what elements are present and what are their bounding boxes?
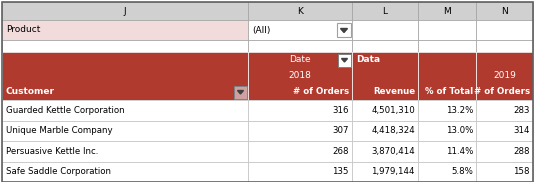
Text: Persuasive Kettle Inc.: Persuasive Kettle Inc. — [6, 147, 98, 156]
Bar — [248, 52, 352, 100]
Text: K: K — [297, 7, 303, 15]
Bar — [418, 20, 476, 40]
Bar — [352, 120, 418, 141]
Bar — [352, 2, 418, 20]
Text: 316: 316 — [332, 106, 349, 115]
Text: 13.2%: 13.2% — [446, 106, 473, 115]
Bar — [2, 100, 248, 120]
Bar — [476, 141, 533, 161]
Bar — [248, 20, 352, 40]
Text: 4,418,324: 4,418,324 — [371, 126, 415, 135]
Bar — [352, 161, 418, 182]
Bar — [418, 2, 476, 20]
Text: 135: 135 — [332, 167, 349, 176]
Text: 288: 288 — [514, 147, 530, 156]
Bar — [337, 23, 351, 37]
Text: 307: 307 — [332, 126, 349, 135]
Bar — [418, 52, 476, 100]
Polygon shape — [340, 29, 348, 33]
Text: 158: 158 — [514, 167, 530, 176]
Bar — [2, 20, 248, 40]
Text: # of Orders: # of Orders — [474, 88, 530, 96]
Bar — [352, 141, 418, 161]
Text: Safe Saddle Corporation: Safe Saddle Corporation — [6, 167, 111, 176]
Bar — [476, 120, 533, 141]
Bar — [418, 40, 476, 52]
Bar — [2, 40, 248, 52]
Bar — [476, 40, 533, 52]
Text: 1,979,144: 1,979,144 — [371, 167, 415, 176]
Bar — [418, 120, 476, 141]
Bar — [2, 52, 248, 100]
Bar — [2, 161, 248, 182]
Text: Unique Marble Company: Unique Marble Company — [6, 126, 113, 135]
Text: # of Orders: # of Orders — [293, 88, 349, 96]
Text: 3,870,414: 3,870,414 — [371, 147, 415, 156]
Text: % of Total: % of Total — [425, 88, 473, 96]
Text: Data: Data — [356, 56, 380, 64]
Text: M: M — [443, 7, 451, 15]
Text: 283: 283 — [514, 106, 530, 115]
Bar — [248, 161, 352, 182]
Text: 314: 314 — [514, 126, 530, 135]
Bar — [248, 120, 352, 141]
Bar — [418, 141, 476, 161]
Bar — [2, 120, 248, 141]
Bar — [352, 40, 418, 52]
Bar — [418, 161, 476, 182]
Bar — [248, 141, 352, 161]
Bar — [2, 141, 248, 161]
Text: Guarded Kettle Corporation: Guarded Kettle Corporation — [6, 106, 125, 115]
Text: Customer: Customer — [6, 88, 55, 96]
Polygon shape — [238, 90, 243, 94]
Text: 2018: 2018 — [288, 72, 311, 80]
Text: 268: 268 — [332, 147, 349, 156]
Bar — [248, 40, 352, 52]
Bar — [352, 100, 418, 120]
Bar — [418, 100, 476, 120]
Bar — [476, 161, 533, 182]
Text: N: N — [501, 7, 508, 15]
Text: L: L — [383, 7, 387, 15]
Text: Revenue: Revenue — [373, 88, 415, 96]
Text: Date: Date — [289, 56, 311, 64]
Text: 13.0%: 13.0% — [446, 126, 473, 135]
Bar — [234, 86, 247, 98]
Bar — [338, 54, 351, 66]
Text: J: J — [124, 7, 126, 15]
Text: 2019: 2019 — [493, 72, 516, 80]
Polygon shape — [341, 58, 348, 62]
Bar — [476, 100, 533, 120]
Bar — [248, 2, 352, 20]
Text: 5.8%: 5.8% — [451, 167, 473, 176]
Bar — [476, 52, 533, 100]
Bar — [352, 52, 418, 100]
Text: 11.4%: 11.4% — [446, 147, 473, 156]
Text: 4,501,310: 4,501,310 — [371, 106, 415, 115]
Bar — [476, 20, 533, 40]
Bar — [352, 20, 418, 40]
Text: Product: Product — [6, 25, 40, 35]
Bar — [248, 100, 352, 120]
Bar — [2, 2, 248, 20]
Bar — [476, 2, 533, 20]
Text: (All): (All) — [252, 25, 270, 35]
